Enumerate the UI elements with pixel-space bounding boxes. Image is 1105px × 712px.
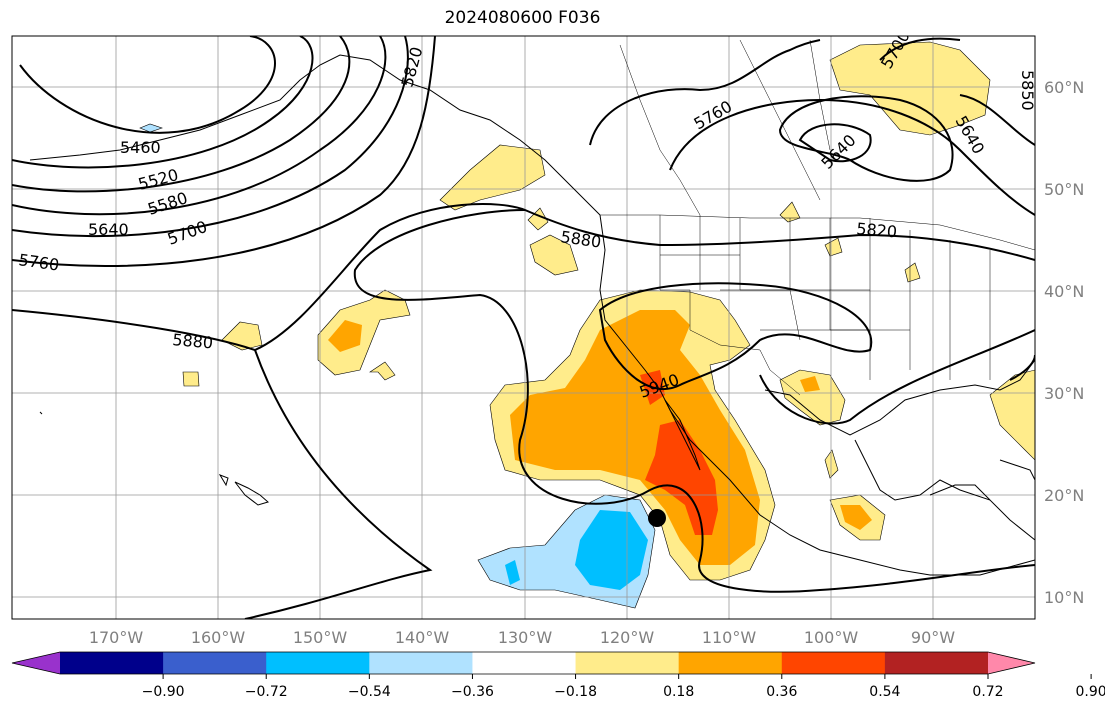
colorbar-tick-label: −0.90 bbox=[142, 684, 185, 700]
contour-label: 5850 bbox=[1018, 70, 1037, 111]
colorbar-segment bbox=[266, 652, 370, 674]
coastlines bbox=[29, 54, 1035, 576]
colorbar-tick-label: 0.54 bbox=[869, 684, 900, 700]
map-title: 2024080600 F036 bbox=[444, 8, 601, 28]
lon-label: 110°W bbox=[702, 628, 757, 647]
colorbar-extend-low bbox=[12, 652, 60, 674]
colorbar-extend-high bbox=[988, 652, 1035, 674]
storm-center-marker bbox=[648, 509, 666, 527]
contour-label: 5880 bbox=[172, 330, 214, 352]
colorbar-segment bbox=[369, 652, 473, 674]
colorbar-segment bbox=[472, 652, 577, 674]
contour-label: 5460 bbox=[120, 138, 161, 157]
colorbar-segment bbox=[163, 652, 267, 674]
political-borders bbox=[600, 39, 1035, 396]
colorbar-tick-label: 0.90 bbox=[1076, 684, 1105, 700]
lon-label: 140°W bbox=[395, 628, 450, 647]
lon-label: 120°W bbox=[600, 628, 655, 647]
lat-label: 30°N bbox=[1044, 384, 1084, 403]
contour-label: 5820 bbox=[856, 219, 898, 241]
colorbar-segment bbox=[60, 652, 164, 674]
longitude-labels: 170°W 160°W 150°W 140°W 130°W 120°W 110°… bbox=[89, 628, 955, 647]
lat-label: 40°N bbox=[1044, 282, 1084, 301]
lat-label: 60°N bbox=[1044, 78, 1084, 97]
colorbar-segment bbox=[575, 652, 680, 674]
lon-label: 90°W bbox=[911, 628, 955, 647]
lon-label: 100°W bbox=[804, 628, 859, 647]
lon-label: 160°W bbox=[191, 628, 246, 647]
colorbar-segment bbox=[678, 652, 783, 674]
lat-label: 50°N bbox=[1044, 180, 1084, 199]
graticule bbox=[12, 36, 1035, 619]
latitude-labels: 60°N 50°N 40°N 30°N 20°N 10°N bbox=[1044, 78, 1084, 607]
colorbar-tick-label: −0.36 bbox=[451, 684, 494, 700]
colorbar-segment bbox=[884, 652, 989, 674]
contour-label: 5640 bbox=[88, 220, 129, 239]
map-frame bbox=[11, 35, 1036, 620]
lat-label: 10°N bbox=[1044, 588, 1084, 607]
colorbar: −0.90 −0.72 −0.54 −0.36 −0.18 0.18 0.36 0.54 0.7… bbox=[11, 651, 1105, 700]
colorbar-tick-label: −0.18 bbox=[554, 684, 597, 700]
colorbar-tick-label: 0.36 bbox=[766, 684, 797, 700]
lon-label: 170°W bbox=[89, 628, 144, 647]
colorbar-tick-label: 0.18 bbox=[663, 684, 694, 700]
colorbar-outline bbox=[11, 651, 1036, 675]
lon-label: 130°W bbox=[498, 628, 553, 647]
lon-label: 150°W bbox=[293, 628, 348, 647]
colorbar-segment bbox=[781, 652, 886, 674]
colorbar-tick-label: −0.72 bbox=[245, 684, 288, 700]
height-contours bbox=[12, 36, 1035, 619]
colorbar-tick-label: 0.72 bbox=[972, 684, 1003, 700]
map-area: 5460 5520 5580 5640 5700 5760 5880 5820 … bbox=[12, 36, 1037, 619]
lat-label: 20°N bbox=[1044, 486, 1084, 505]
colorbar-tick-label: −0.54 bbox=[348, 684, 391, 700]
